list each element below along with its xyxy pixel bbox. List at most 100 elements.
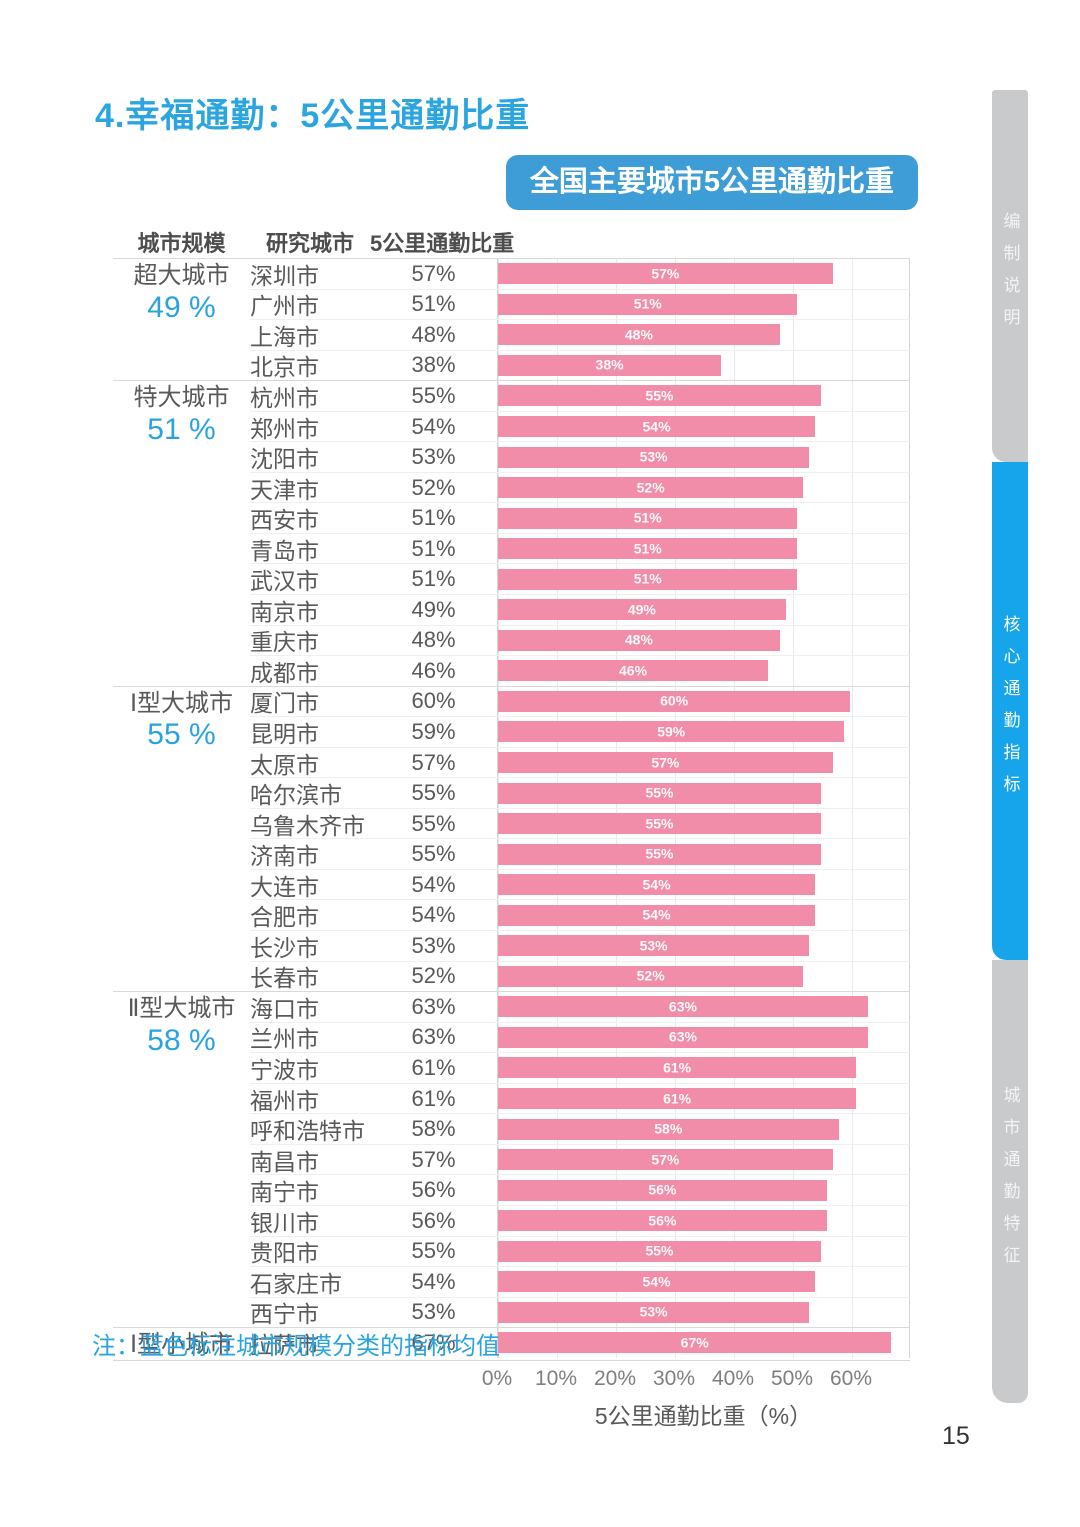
bar-cell: 51%: [497, 503, 910, 533]
sidebar-tab-core-commute-indicators[interactable]: 核心通勤指标: [992, 462, 1028, 960]
table-row: 杭州市 55% 55%: [250, 381, 910, 412]
city-value: 53%: [411, 1299, 456, 1325]
table-row: 郑州市 54% 54%: [250, 411, 910, 443]
bar: 58%: [498, 1118, 839, 1140]
x-axis-tick: 30%: [652, 1366, 696, 1390]
bar: 55%: [498, 813, 821, 835]
group-average-value: 51 %: [147, 412, 216, 446]
city-name: 西安市: [250, 507, 319, 534]
city-value: 61%: [411, 1054, 456, 1080]
bar: 51%: [498, 538, 798, 560]
bar: 55%: [498, 782, 821, 804]
city-name: 海口市: [250, 995, 319, 1022]
bar-label: 51%: [633, 509, 662, 526]
bar-label: 58%: [654, 1120, 683, 1137]
bar: 54%: [498, 1271, 816, 1293]
bar-label: 53%: [639, 1304, 668, 1321]
bar: 54%: [498, 416, 816, 437]
bar-cell: 57%: [497, 1144, 910, 1175]
bar: 57%: [498, 263, 833, 285]
bar-cell: 53%: [497, 442, 910, 472]
bar-cell: 55%: [497, 778, 910, 808]
bar-label: 57%: [651, 265, 680, 282]
bar: 48%: [498, 324, 780, 346]
city-value: 56%: [411, 1207, 456, 1233]
bar-label: 48%: [624, 326, 653, 343]
bar: 53%: [498, 446, 810, 468]
bar: 59%: [498, 721, 845, 743]
table-row: 成都市 46% 46%: [250, 656, 910, 686]
x-axis-tick: 60%: [829, 1366, 873, 1390]
group-label-cell: Ⅰ型大城市 55 %: [113, 687, 250, 991]
bar-label: 48%: [624, 632, 653, 649]
city-scale-group: 超大城市 49 % 深圳市 57% 57% 广州市 51% 51% 上海市 48% 48% 北京市 38…: [113, 258, 910, 380]
page-number: 15: [942, 1422, 970, 1450]
bar-label: 57%: [651, 1151, 680, 1168]
table-row: 沈阳市 53% 53%: [250, 442, 910, 473]
group-label-cell: 特大城市 51 %: [113, 381, 250, 685]
bar-cell: 48%: [497, 625, 910, 656]
bar-cell: 57%: [497, 747, 910, 778]
bar: 53%: [498, 935, 810, 957]
city-value: 58%: [411, 1116, 456, 1142]
bar-label: 55%: [645, 815, 674, 832]
city-value: 54%: [411, 902, 456, 928]
bar-cell: 54%: [497, 900, 910, 931]
city-value: 51%: [411, 535, 456, 561]
sidebar-tab-city-commute-features[interactable]: 城市通勤特征: [992, 960, 1028, 1403]
table-row: 大连市 54% 54%: [250, 869, 910, 901]
sidebar-tab-compilation-notes[interactable]: 编制说明: [992, 90, 1028, 462]
city-value: 51%: [411, 291, 456, 317]
bar-cell: 56%: [497, 1205, 910, 1236]
city-name: 广州市: [250, 293, 319, 320]
group-average-value: 55 %: [147, 718, 216, 752]
city-value: 38%: [411, 352, 456, 378]
table-row: 石家庄市 54% 54%: [250, 1267, 910, 1298]
city-name: 福州市: [250, 1087, 319, 1114]
city-value: 55%: [411, 810, 456, 836]
group-name: 特大城市: [133, 384, 230, 412]
bar-cell: 51%: [497, 289, 910, 320]
bar-label: 54%: [642, 1273, 671, 1290]
city-name: 北京市: [250, 354, 319, 381]
group-rows: 杭州市 55% 55% 郑州市 54% 54% 沈阳市 53% 53% 天津市 52% 52% 西安市 5…: [250, 381, 910, 686]
group-label-cell: Ⅱ型大城市 58 %: [113, 992, 250, 1327]
bar: 38%: [498, 354, 722, 376]
group-name: Ⅰ型小城市: [129, 1331, 234, 1359]
bar: 61%: [498, 1057, 857, 1079]
x-axis: 0% 10% 20% 30% 40% 50% 60%: [482, 1361, 910, 1395]
city-name: 石家庄市: [250, 1270, 342, 1297]
table-row: 广州市 51% 51%: [250, 289, 910, 321]
bar-label: 56%: [648, 1181, 677, 1198]
city-name: 宁波市: [250, 1057, 319, 1083]
bar-cell: 52%: [497, 961, 910, 992]
bar-cell: 60%: [497, 686, 910, 717]
table-row: 贵阳市 55% 55%: [250, 1236, 910, 1268]
x-axis-tick: 40%: [711, 1366, 755, 1390]
bar: 51%: [498, 568, 798, 590]
bar-cell: 48%: [497, 320, 910, 350]
city-value: 55%: [411, 780, 456, 806]
bar: 55%: [498, 843, 821, 865]
city-value: 54%: [411, 413, 456, 439]
table-row: 南昌市 57% 57%: [250, 1144, 910, 1176]
table-row: 天津市 52% 52%: [250, 472, 910, 504]
x-axis-tick: 20%: [593, 1366, 637, 1390]
city-name: 济南市: [250, 843, 319, 870]
city-value: 56%: [411, 1177, 456, 1203]
bar-cell: 53%: [497, 931, 910, 961]
bar: 55%: [498, 385, 821, 407]
group-average-value: 58 %: [147, 1023, 216, 1057]
sidebar-tab-label: 城市通勤特征: [1000, 1085, 1020, 1278]
table-row: 太原市 57% 57%: [250, 747, 910, 779]
bar-cell: 54%: [497, 1267, 910, 1297]
city-value: 55%: [411, 841, 456, 867]
bar-label: 55%: [645, 387, 674, 404]
city-value: 51%: [411, 566, 456, 592]
sidebar-tab-label: 编制说明: [1000, 212, 1020, 340]
page-title: 4.幸福通勤：5公里通勤比重: [95, 97, 531, 135]
city-name: 南京市: [250, 598, 319, 625]
bar-label: 51%: [633, 570, 662, 587]
city-name: 昆明市: [250, 720, 319, 747]
bar-cell: 51%: [497, 533, 910, 564]
